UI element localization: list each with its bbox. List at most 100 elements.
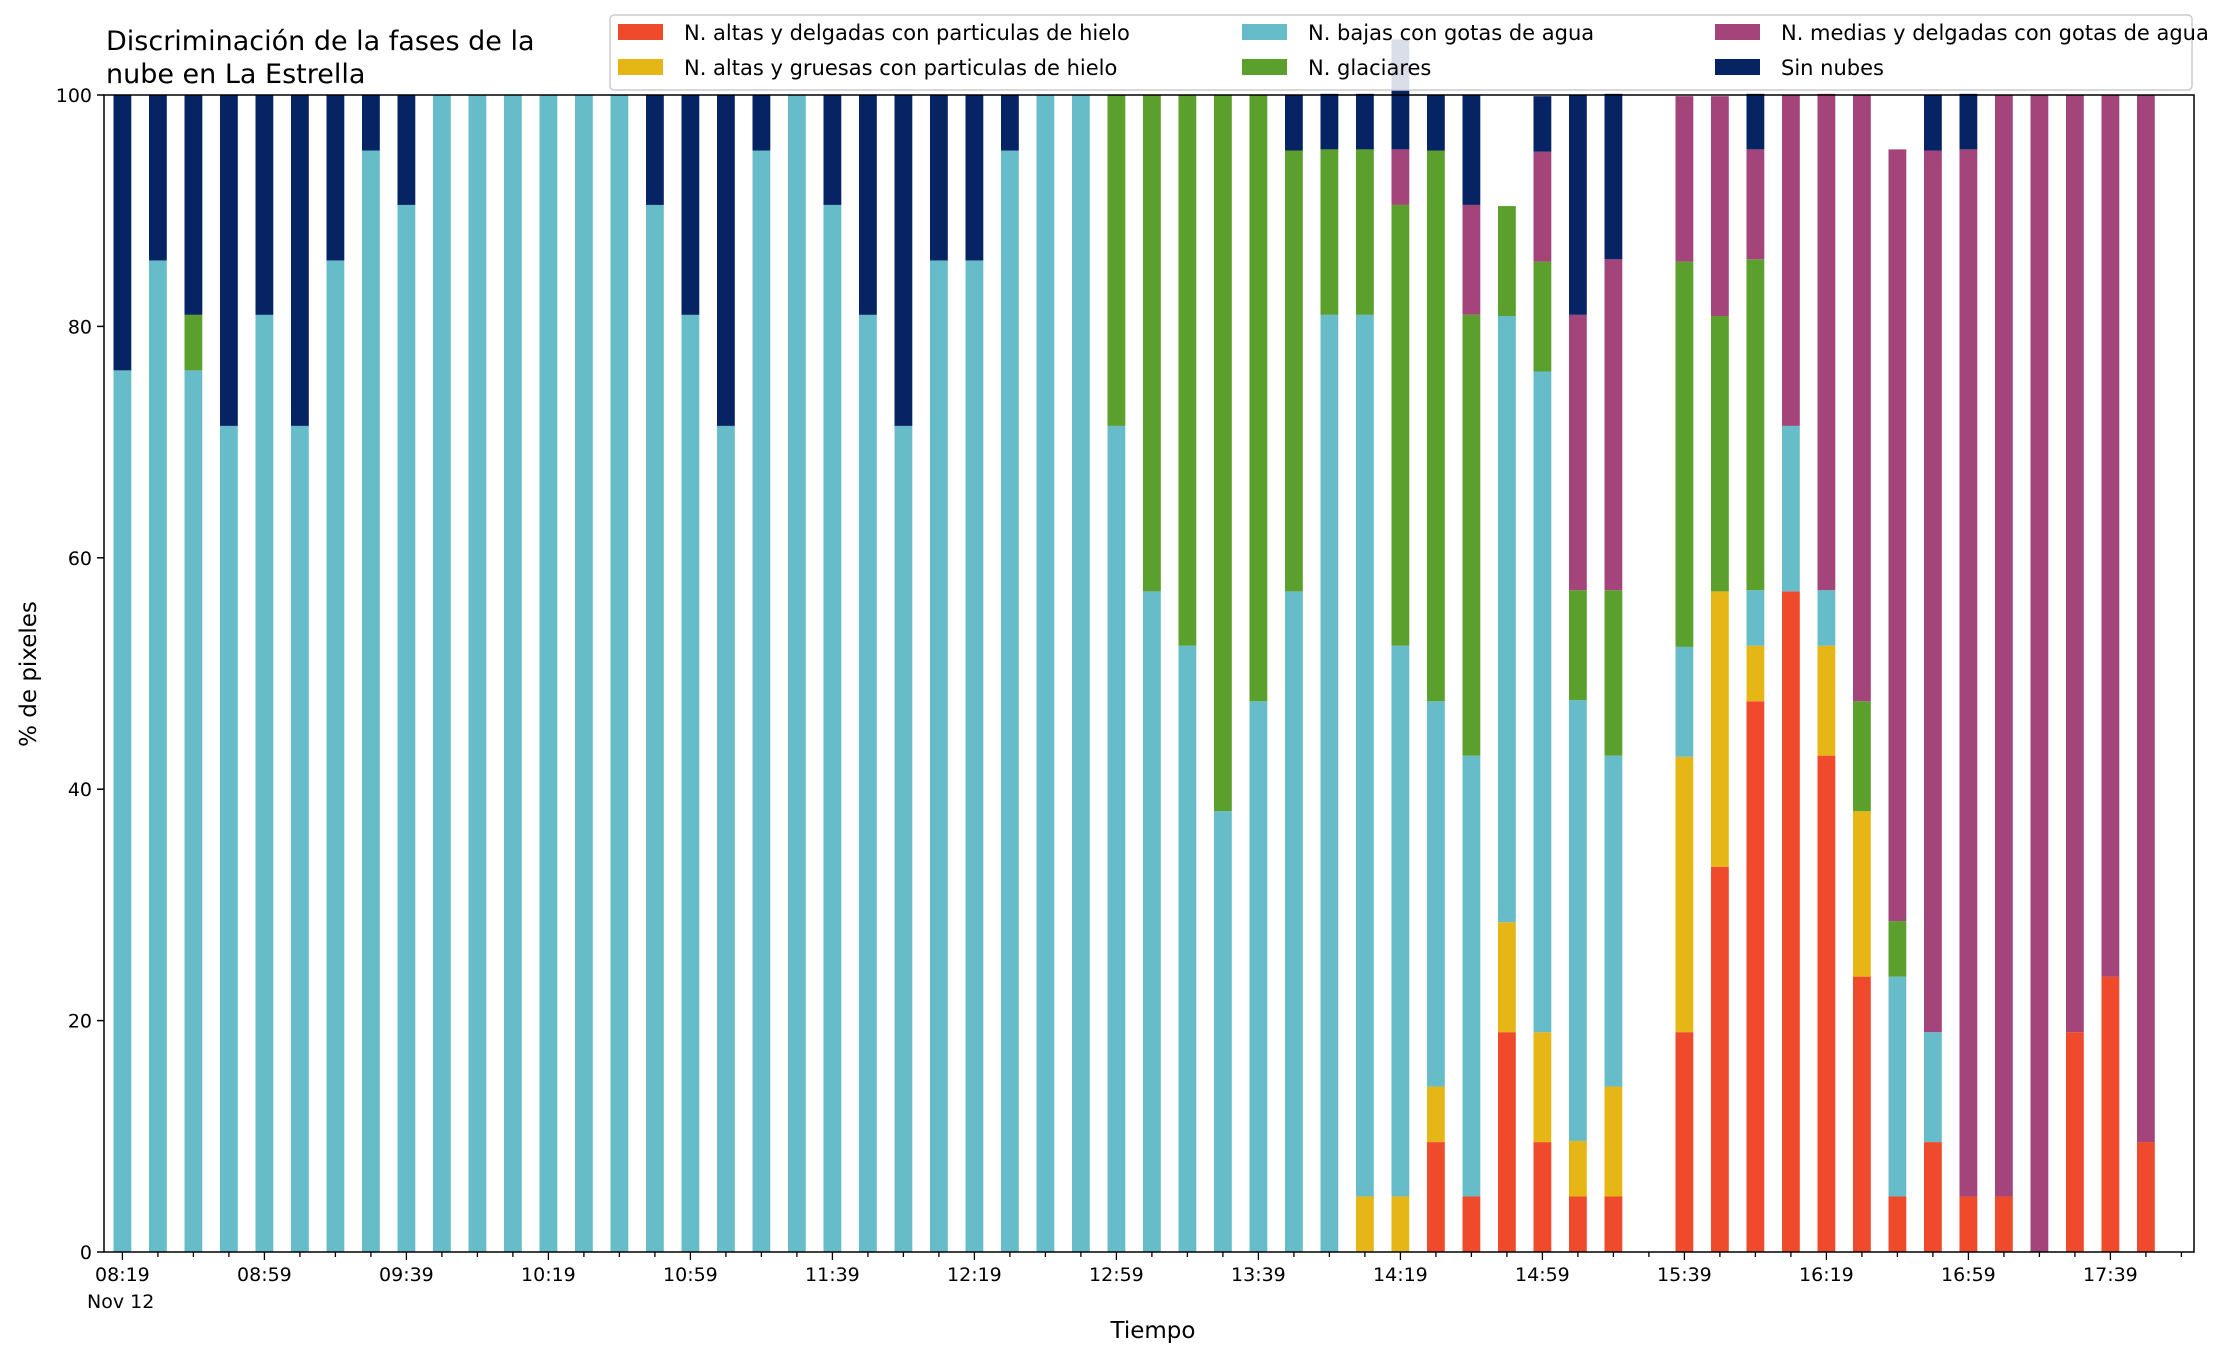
bar-segment-n-medias-y-delgadas-con-gotas-de-agua-1619 [1817,93,1836,591]
y-tick-label-20: 20 [68,1011,92,1033]
legend-label-n-bajas-con-gotas-de-agua: N. bajas con gotas de agua [1308,21,1594,45]
bar-segment-sin-nubes-1149 [859,95,877,315]
x-date-label: Nov 12 [87,1291,154,1313]
bar-segment-n-bajas-con-gotas-de-agua-0909 [291,425,309,1252]
bar-segment-n-altas-y-delgadas-con-particulas-de-hielo-1509 [1569,1196,1587,1252]
bar-segment-n-altas-y-delgadas-con-particulas-de-hielo-1749 [2137,1142,2155,1252]
bar-segment-sin-nubes-1209 [930,95,948,261]
bar-segment-n-glaciares-1339 [1249,95,1268,702]
bar-segment-n-medias-y-delgadas-con-gotas-de-agua-1729 [2066,95,2084,1033]
bar-segment-n-medias-y-delgadas-con-gotas-de-agua-1609 [1782,95,1800,426]
bar-segment-n-bajas-con-gotas-de-agua-0849 [220,425,238,1252]
chart-title-line-1: Discriminación de la fases de la [106,26,535,57]
bar-segment-n-bajas-con-gotas-de-agua-1519 [1604,755,1623,1087]
legend-label-n-glaciares: N. glaciares [1308,56,1431,80]
bar-segment-n-bajas-con-gotas-de-agua-1439 [1462,755,1481,1197]
legend-swatch-n-bajas-con-gotas-de-agua [1242,24,1287,40]
legend-swatch-n-glaciares [1242,59,1287,75]
y-axis: 0 20 40 60 80 100 [56,85,104,1264]
bar-series-group [113,39,2155,1253]
bar-segment-sin-nubes-1229 [1001,95,1019,151]
bar-segment-n-medias-y-delgadas-con-gotas-de-agua-1419 [1391,149,1410,205]
bar-segment-n-bajas-con-gotas-de-agua-0939 [397,204,416,1252]
bar-segment-n-bajas-con-gotas-de-agua-1339 [1249,701,1268,1252]
bar-segment-n-glaciares-1359 [1320,149,1339,315]
bar-segment-sin-nubes-0829 [149,95,167,261]
bar-segment-n-bajas-con-gotas-de-agua-1149 [859,314,877,1253]
bar-segment-n-glaciares-1409 [1356,149,1374,315]
bar-segment-n-altas-y-delgadas-con-particulas-de-hielo-1709 [1995,1196,2013,1252]
bar-segment-sin-nubes-1439 [1462,95,1481,205]
x-tick-label-1139: 11:39 [805,1264,860,1286]
bar-segment-n-altas-y-gruesas-con-particulas-de-hielo-1539 [1675,756,1694,1033]
x-tick-label-1539: 15:39 [1657,1264,1712,1286]
bar-segment-n-medias-y-delgadas-con-gotas-de-agua-1739 [2101,95,2120,977]
bar-segment-n-bajas-con-gotas-de-agua-1409 [1356,314,1374,1197]
legend-frame [609,14,2193,91]
bar-segment-n-bajas-con-gotas-de-agua-1609 [1782,425,1800,592]
bar-segment-n-bajas-con-gotas-de-agua-1159 [894,425,913,1252]
bar-segment-n-bajas-con-gotas-de-agua-1429 [1427,701,1445,1087]
bar-segment-sin-nubes-0819 [113,95,132,371]
x-tick-label-1459: 14:59 [1515,1264,1570,1286]
bar-segment-n-altas-y-delgadas-con-particulas-de-hielo-1519 [1604,1196,1623,1252]
bar-segment-n-bajas-con-gotas-de-agua-1349 [1285,591,1303,1252]
bar-segment-n-glaciares-1329 [1214,95,1232,812]
bar-segment-n-glaciares-1309 [1143,95,1161,592]
bar-segment-n-glaciares-1639 [1888,921,1907,977]
x-tick-label-0859: 08:59 [237,1264,292,1286]
bar-segment-n-glaciares-1259 [1107,95,1126,426]
bar-segment-n-altas-y-gruesas-con-particulas-de-hielo-1629 [1853,811,1871,977]
bar-segment-n-bajas-con-gotas-de-agua-1619 [1817,590,1836,646]
bar-segment-n-bajas-con-gotas-de-agua-1539 [1675,646,1694,757]
bar-segment-n-bajas-con-gotas-de-agua-1559 [1746,590,1765,646]
bar-segment-sin-nubes-0859 [255,95,274,315]
bar-segment-n-altas-y-delgadas-con-particulas-de-hielo-1449 [1498,1032,1516,1252]
bar-segment-n-bajas-con-gotas-de-agua-0949 [433,95,451,1252]
legend-swatch-sin-nubes [1715,59,1760,75]
bar-segment-n-bajas-con-gotas-de-agua-1319 [1178,645,1197,1252]
x-axis-label: Tiempo [1110,1318,1196,1344]
bar-segment-n-bajas-con-gotas-de-agua-1029 [575,95,593,1252]
bar-segment-n-glaciares-1629 [1853,701,1871,812]
x-tick-label-1659: 16:59 [1941,1264,1996,1286]
bar-segment-n-altas-y-delgadas-con-particulas-de-hielo-1429 [1427,1142,1445,1252]
bar-segment-n-glaciares-0839 [184,314,203,371]
bar-segment-sin-nubes-1559 [1746,93,1765,150]
bar-segment-n-altas-y-delgadas-con-particulas-de-hielo-1629 [1853,976,1871,1252]
bar-segment-n-medias-y-delgadas-con-gotas-de-agua-1659 [1959,149,1978,1197]
bar-segment-n-bajas-con-gotas-de-agua-0929 [362,150,380,1252]
bar-segment-n-bajas-con-gotas-de-agua-1329 [1214,811,1232,1252]
bar-segment-n-bajas-con-gotas-de-agua-0959 [468,95,487,1252]
y-tick-label-0: 0 [80,1242,92,1264]
y-tick-label-100: 100 [56,85,92,107]
bar-segment-sin-nubes-1429 [1427,95,1445,151]
bar-segment-n-bajas-con-gotas-de-agua-1359 [1320,314,1339,1253]
bar-segment-n-bajas-con-gotas-de-agua-1459 [1533,371,1552,1033]
bar-segment-n-bajas-con-gotas-de-agua-1249 [1072,95,1090,1252]
bar-segment-n-bajas-con-gotas-de-agua-1229 [1001,150,1019,1252]
y-tick-label-60: 60 [68,548,92,570]
bar-segment-sin-nubes-1049 [646,95,664,205]
bar-segment-sin-nubes-0939 [397,95,416,205]
bar-segment-n-medias-y-delgadas-con-gotas-de-agua-1719 [2030,95,2049,1252]
bar-segment-n-medias-y-delgadas-con-gotas-de-agua-1439 [1462,204,1481,315]
bar-segment-sin-nubes-0909 [291,95,309,426]
bar-segment-n-altas-y-gruesas-con-particulas-de-hielo-1459 [1533,1032,1552,1143]
bar-segment-n-altas-y-gruesas-con-particulas-de-hielo-1519 [1604,1086,1623,1197]
x-tick-label-1259: 12:59 [1089,1264,1144,1286]
bar-segment-n-altas-y-delgadas-con-particulas-de-hielo-1659 [1959,1196,1978,1252]
bar-segment-n-medias-y-delgadas-con-gotas-de-agua-1709 [1995,95,2013,1197]
bar-segment-n-glaciares-1429 [1427,150,1445,702]
bar-segment-n-bajas-con-gotas-de-agua-1209 [930,260,948,1252]
bar-segment-n-medias-y-delgadas-con-gotas-de-agua-1649 [1924,150,1942,1033]
bar-segment-sin-nubes-1219 [965,95,984,261]
bar-segment-n-altas-y-delgadas-con-particulas-de-hielo-1549 [1711,866,1729,1252]
legend-label-n-medias-y-delgadas-con-gotas-de-agua: N. medias y delgadas con gotas de agua [1781,21,2209,45]
x-tick-label-1339: 13:39 [1231,1264,1286,1286]
bar-segment-n-glaciares-1439 [1462,314,1481,756]
bar-segment-n-altas-y-gruesas-con-particulas-de-hielo-1449 [1498,922,1516,1033]
bar-segment-n-altas-y-gruesas-con-particulas-de-hielo-1619 [1817,645,1836,756]
bar-segment-n-bajas-con-gotas-de-agua-1119 [752,150,771,1252]
